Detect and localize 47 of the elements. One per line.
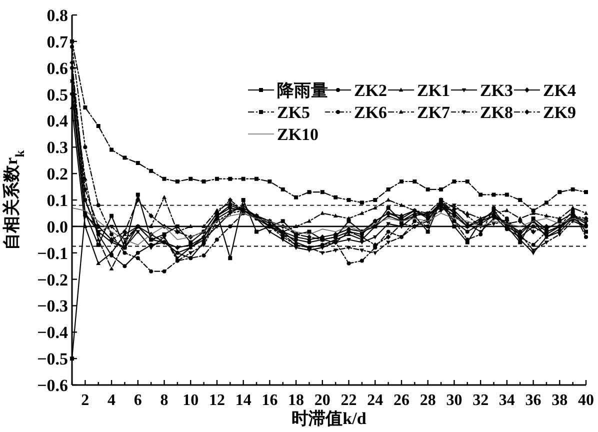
y-tick-label: −0.1 <box>37 244 68 263</box>
x-tick-label: 34 <box>498 392 515 409</box>
y-tick-label: 0.1 <box>46 191 68 210</box>
y-tick-label: 0.5 <box>46 85 68 104</box>
y-tick-label: 0.2 <box>46 164 68 184</box>
x-tick-label: 2 <box>81 392 90 409</box>
y-tick-label: 0.3 <box>46 138 68 158</box>
x-tick-label: 36 <box>525 392 542 409</box>
x-tick-label: 14 <box>235 392 252 409</box>
x-axis-title: 时滞值k/d <box>292 409 367 428</box>
y-tick-label: −0.2 <box>37 270 68 290</box>
x-tick-label: 10 <box>182 392 199 409</box>
x-tick-label: 32 <box>472 392 489 409</box>
legend-label: ZK7 <box>417 103 451 122</box>
y-tick-label: 0.4 <box>46 112 68 131</box>
x-tick-label: 20 <box>314 392 330 409</box>
x-tick-label: 4 <box>108 392 116 409</box>
legend-label: ZK4 <box>543 81 577 100</box>
y-tick-label: 0.8 <box>46 6 68 25</box>
x-tick-label: 30 <box>446 392 462 409</box>
legend-label: 降雨量 <box>277 81 328 100</box>
x-tick-label: 38 <box>552 392 568 409</box>
x-tick-label: 12 <box>208 392 225 409</box>
y-tick-label: 0.6 <box>46 58 68 78</box>
x-tick-label: 8 <box>160 392 168 409</box>
legend-label: ZK1 <box>417 81 450 100</box>
y-tick-label: −0.6 <box>37 376 68 395</box>
legend-label: ZK10 <box>277 125 319 144</box>
y-tick-label: 0.0 <box>46 217 68 236</box>
x-tick-label: 18 <box>288 392 304 409</box>
legend-label: ZK8 <box>480 103 514 122</box>
x-tick-label: 16 <box>262 392 278 409</box>
x-tick-label: 6 <box>134 392 142 409</box>
legend-label: ZK2 <box>354 81 388 100</box>
x-tick-label: 22 <box>340 392 357 409</box>
x-tick-label: 28 <box>420 392 436 409</box>
y-tick-label: −0.3 <box>37 296 68 316</box>
y-tick-label: 0.7 <box>46 32 68 52</box>
legend-label: ZK5 <box>277 103 310 122</box>
y-tick-label: −0.4 <box>37 323 68 342</box>
y-tick-label: −0.5 <box>37 350 68 369</box>
legend-label: ZK6 <box>354 103 388 122</box>
legend-label: ZK9 <box>543 103 576 122</box>
x-tick-label: 26 <box>393 392 410 409</box>
x-tick-label: 24 <box>367 392 384 409</box>
x-tick-label: 40 <box>578 392 594 409</box>
legend-label: ZK3 <box>480 81 514 100</box>
